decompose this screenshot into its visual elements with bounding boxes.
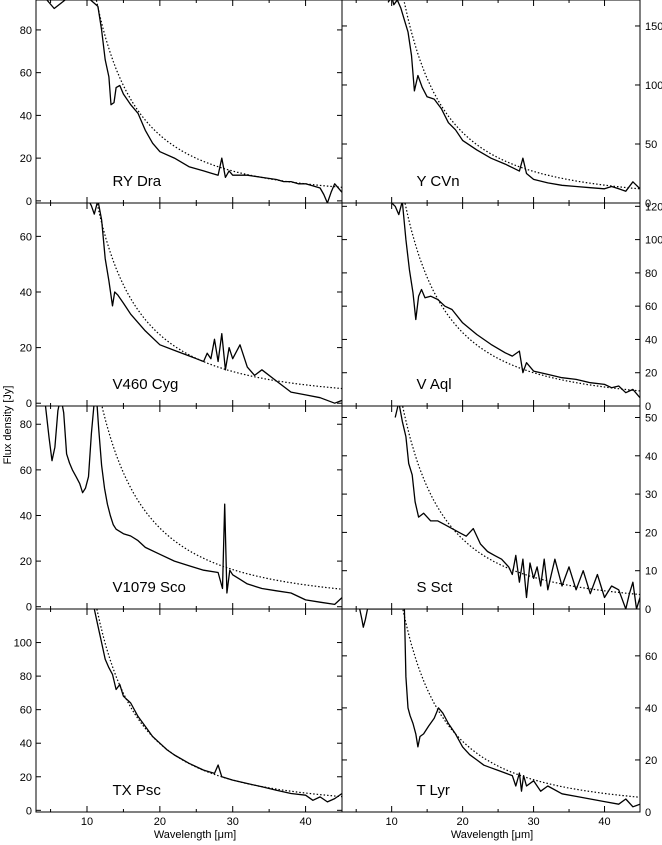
y-tick-label: 0: [645, 604, 651, 616]
star-name-label: V460 Cyg: [113, 376, 179, 393]
panel-s-sct: 0 10 20 30 40 50 S Sct: [341, 405, 657, 616]
y-tick-label: 100: [645, 80, 662, 92]
spectrum-line: [89, 203, 342, 404]
y-tick-label: 50: [645, 412, 657, 424]
y-tick-label: 40: [20, 738, 32, 750]
x-tick-label: 10: [386, 816, 398, 828]
y-tick-label: 80: [20, 419, 32, 431]
y-tick-label: 60: [20, 465, 32, 477]
model-curve: [404, 203, 640, 392]
y-tick-label: 60: [20, 68, 32, 80]
y-tick-label: 20: [20, 772, 32, 784]
y-tick-label: 60: [645, 301, 657, 313]
y-tick-label: 40: [645, 451, 657, 463]
panel-frame: [35, 0, 343, 204]
star-name-label: S Sct: [417, 579, 454, 596]
panel-frame: [341, 202, 641, 407]
y-tick-label: 0: [26, 805, 32, 817]
panel-frame: [35, 405, 343, 610]
spectrum-line: [394, 406, 640, 609]
star-name-label: T Lyr: [417, 782, 450, 799]
star-name-label: V1079 Sco: [113, 579, 186, 596]
y-tick-label: 0: [645, 198, 651, 210]
y-tick-label: 0: [26, 602, 32, 614]
y-tick-label: 20: [645, 755, 657, 767]
model-curve: [403, 0, 640, 190]
spectrum-line: [359, 609, 640, 808]
y-tick-label: 20: [20, 153, 32, 165]
spectrum-line: [387, 0, 640, 192]
star-name-label: TX Psc: [113, 782, 162, 799]
y-tick-label: 150: [645, 21, 662, 33]
spectrum-line: [391, 203, 640, 399]
spectrum-line: [44, 406, 342, 606]
star-name-label: Y CVn: [417, 173, 460, 190]
y-tick-label: 40: [645, 703, 657, 715]
x-axis-label-right: Wavelength [μm]: [451, 829, 533, 841]
y-tick-label: 80: [645, 268, 657, 280]
panel-frame: [341, 0, 641, 204]
x-tick-label: 30: [527, 816, 539, 828]
panel-v-aql: 0 20 40 60 80 100 120 V Aql: [341, 201, 662, 413]
y-tick-label: 10: [645, 566, 657, 578]
y-tick-label: 30: [645, 489, 657, 501]
y-tick-label: 60: [20, 231, 32, 243]
star-name-label: RY Dra: [113, 173, 162, 190]
y-tick-label: 60: [20, 705, 32, 717]
x-tick-label: 10: [81, 816, 93, 828]
y-tick-label: 20: [20, 556, 32, 568]
panel-v1079-sco: 0 20 40 60 80 V1079 Sco: [20, 405, 343, 614]
x-tick-label: 20: [154, 816, 166, 828]
y-tick-label: 0: [26, 398, 32, 410]
spectrum-line: [93, 609, 342, 803]
y-tick-label: 100: [645, 235, 662, 247]
y-tick-label: 50: [645, 139, 657, 151]
panel-y-cvn: 0 50 100 150 Y CVn: [341, 0, 662, 210]
x-tick-label: 20: [456, 816, 468, 828]
y-tick-label: 20: [20, 343, 32, 355]
x-tick-label: 40: [299, 816, 311, 828]
panel-frame: [341, 608, 641, 813]
y-tick-label: 0: [26, 196, 32, 208]
x-tick-label: 40: [598, 816, 610, 828]
y-tick-label: 80: [20, 25, 32, 37]
y-tick-label: 40: [20, 510, 32, 522]
y-tick-label: 80: [20, 671, 32, 683]
x-tick-label: 30: [227, 816, 239, 828]
y-tick-label: 40: [20, 110, 32, 122]
y-tick-label: 20: [645, 368, 657, 380]
y-axis-label: Flux density [Jy]: [2, 386, 14, 465]
x-axis-label-left: Wavelength [μm]: [154, 829, 236, 841]
panel-ry-dra: 0 20 40 60 80 RY Dra: [20, 0, 343, 208]
model-curve: [402, 609, 640, 798]
y-tick-label: 40: [645, 334, 657, 346]
model-curve: [101, 406, 342, 590]
model-curve: [96, 609, 342, 798]
y-tick-label: 120: [645, 201, 662, 213]
model-curve: [95, 0, 342, 188]
panel-frame: [35, 202, 343, 407]
panel-frame: [35, 608, 343, 813]
y-tick-label: 40: [20, 287, 32, 299]
y-tick-label: 20: [645, 527, 657, 539]
y-tick-label: 100: [14, 638, 32, 650]
y-tick-label: 0: [645, 807, 651, 819]
panel-tx-psc: 10 20 30 40 0 20 40 60 80 100 TX Psc: [14, 608, 343, 828]
star-name-label: V Aql: [417, 376, 452, 393]
spectrum-line: [46, 0, 342, 203]
model-curve: [402, 406, 640, 596]
y-tick-label: 60: [645, 651, 657, 663]
panel-v460-cyg: 0 20 40 60 V460 Cyg: [20, 202, 343, 410]
panel-t-lyr: 10 20 30 40 0 20 40 60 T Lyr: [341, 608, 657, 828]
model-curve: [96, 203, 342, 390]
y-tick-label: 0: [645, 401, 651, 413]
